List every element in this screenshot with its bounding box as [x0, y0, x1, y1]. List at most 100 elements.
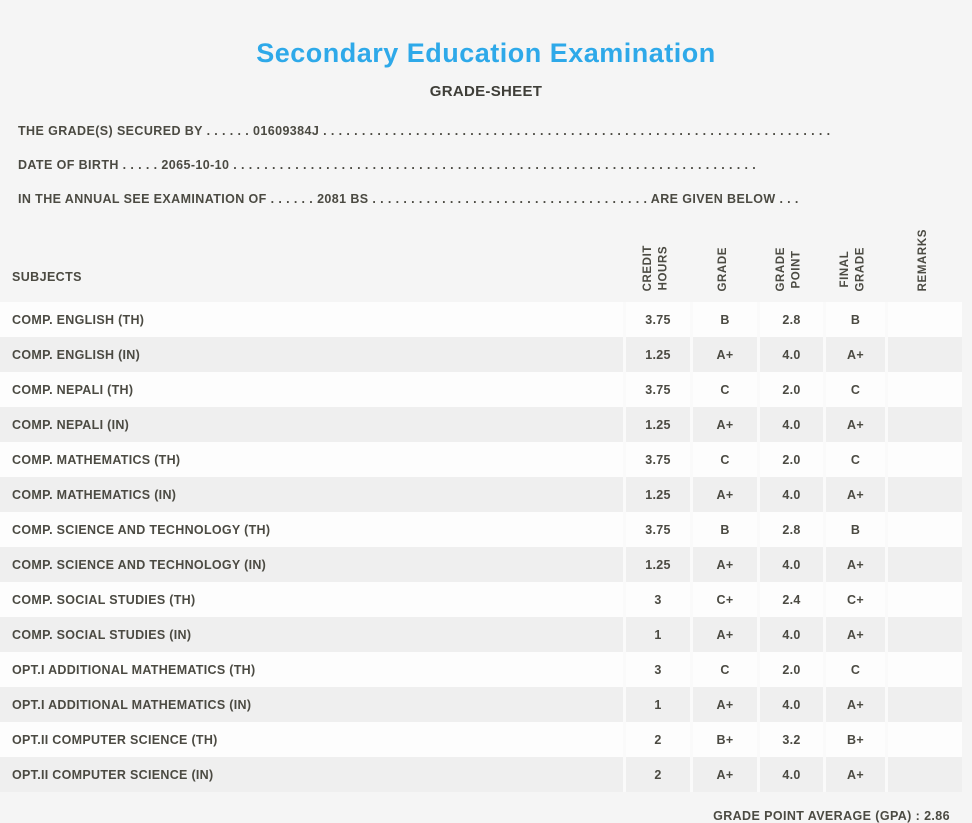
table-row: COMP. MATHEMATICS (TH) 3.75 C 2.0 C: [0, 442, 962, 478]
final-grade-cell: A+: [823, 547, 885, 583]
student-symbol-number: 01609384J: [253, 124, 320, 138]
subject-cell: COMP. SOCIAL STUDIES (IN): [0, 617, 623, 653]
table-row: COMP. SOCIAL STUDIES (TH) 3 C+ 2.4 C+: [0, 582, 962, 618]
grade-point-cell: 2.4: [757, 582, 823, 618]
credit-hours-cell: 3: [623, 652, 690, 688]
subject-cell: COMP. NEPALI (IN): [0, 407, 623, 443]
col-header-remarks: REMARKS: [885, 229, 962, 302]
grade-point-cell: 2.0: [757, 652, 823, 688]
grade-point-cell: 4.0: [757, 617, 823, 653]
dotted-filler: . . . . . .: [206, 124, 250, 138]
dotted-filler: . . . . . . . . . . . . . . . . . . . . …: [233, 158, 757, 172]
grade-sheet-page: Secondary Education Examination GRADE-SH…: [0, 38, 972, 823]
grade-point-cell: 4.0: [757, 757, 823, 793]
grade-cell: C: [690, 652, 757, 688]
info-label-suffix: ARE GIVEN BELOW: [650, 192, 776, 206]
final-grade-cell: B: [823, 302, 885, 338]
grade-point-cell: 4.0: [757, 337, 823, 373]
dotted-filler: . . . . . .: [270, 192, 314, 206]
final-grade-cell: A+: [823, 617, 885, 653]
dotted-filler: . . .: [779, 192, 799, 206]
exam-year-value: 2081 BS: [317, 192, 369, 206]
credit-hours-cell: 1: [623, 687, 690, 723]
col-header-label: CREDIT HOURS: [641, 244, 670, 292]
page-title: Secondary Education Examination: [256, 38, 716, 68]
gpa-value: 2.86: [924, 809, 950, 823]
table-row: OPT.II COMPUTER SCIENCE (IN) 2 A+ 4.0 A+: [0, 757, 962, 793]
subject-cell: COMP. SCIENCE AND TECHNOLOGY (IN): [0, 547, 623, 583]
col-header-label: FINAL GRADE: [839, 246, 867, 292]
col-header-label: SUBJECTS: [12, 270, 82, 285]
grade-table-body: COMP. ENGLISH (TH) 3.75 B 2.8 B COMP. ENGLISH…: [0, 302, 962, 793]
table-row: COMP. SCIENCE AND TECHNOLOGY (IN) 1.25 A+ 4…: [0, 547, 962, 583]
subject-cell: COMP. MATHEMATICS (IN): [0, 477, 623, 513]
table-row: COMP. SCIENCE AND TECHNOLOGY (TH) 3.75 B 2.…: [0, 512, 962, 548]
credit-hours-cell: 1.25: [623, 477, 690, 513]
subject-cell: OPT.II COMPUTER SCIENCE (IN): [0, 757, 623, 793]
page-subtitle: GRADE-SHEET: [429, 83, 543, 100]
remarks-cell: [885, 302, 962, 338]
remarks-cell: [885, 687, 962, 723]
final-grade-cell: C: [823, 442, 885, 478]
grade-cell: B+: [690, 722, 757, 758]
credit-hours-cell: 1.25: [623, 547, 690, 583]
credit-hours-cell: 2: [623, 722, 690, 758]
subject-cell: OPT.I ADDITIONAL MATHEMATICS (TH): [0, 652, 623, 688]
date-of-birth-value: 2065-10-10: [161, 158, 230, 172]
remarks-cell: [885, 582, 962, 618]
grade-cell: A+: [690, 407, 757, 443]
col-header-label: GRADE: [716, 246, 729, 292]
table-row: OPT.I ADDITIONAL MATHEMATICS (TH) 3 C 2.0 C: [0, 652, 962, 688]
col-header-label: REMARKS: [916, 229, 929, 292]
final-grade-cell: A+: [823, 407, 885, 443]
table-row: COMP. ENGLISH (IN) 1.25 A+ 4.0 A+: [0, 337, 962, 373]
grade-table: SUBJECTS CREDIT HOURS GRADE GRADE POINT …: [0, 229, 962, 793]
final-grade-cell: A+: [823, 757, 885, 793]
table-row: COMP. NEPALI (IN) 1.25 A+ 4.0 A+: [0, 407, 962, 443]
grade-point-cell: 2.8: [757, 302, 823, 338]
remarks-cell: [885, 512, 962, 548]
remarks-cell: [885, 547, 962, 583]
final-grade-cell: C+: [823, 582, 885, 618]
table-row: OPT.I ADDITIONAL MATHEMATICS (IN) 1 A+ 4.0 A…: [0, 687, 962, 723]
credit-hours-cell: 2: [623, 757, 690, 793]
gpa-summary: GRADE POINT AVERAGE (GPA) : 2.86: [0, 809, 972, 823]
remarks-cell: [885, 722, 962, 758]
grade-point-cell: 2.0: [757, 372, 823, 408]
credit-hours-cell: 1.25: [623, 337, 690, 373]
credit-hours-cell: 1.25: [623, 407, 690, 443]
col-header-grade-point: GRADE POINT: [757, 229, 823, 302]
credit-hours-cell: 3.75: [623, 372, 690, 408]
subject-cell: COMP. MATHEMATICS (TH): [0, 442, 623, 478]
grade-point-cell: 4.0: [757, 547, 823, 583]
subject-cell: OPT.II COMPUTER SCIENCE (TH): [0, 722, 623, 758]
col-header-grade: GRADE: [690, 229, 757, 302]
remarks-cell: [885, 617, 962, 653]
grade-point-cell: 4.0: [757, 477, 823, 513]
grade-cell: B: [690, 302, 757, 338]
table-row: COMP. ENGLISH (TH) 3.75 B 2.8 B: [0, 302, 962, 338]
subject-cell: COMP. NEPALI (TH): [0, 372, 623, 408]
table-row: COMP. MATHEMATICS (IN) 1.25 A+ 4.0 A+: [0, 477, 962, 513]
table-row: OPT.II COMPUTER SCIENCE (TH) 2 B+ 3.2 B+: [0, 722, 962, 758]
grade-cell: A+: [690, 547, 757, 583]
credit-hours-cell: 3.75: [623, 442, 690, 478]
subject-cell: OPT.I ADDITIONAL MATHEMATICS (IN): [0, 687, 623, 723]
col-header-label: GRADE POINT: [775, 246, 803, 292]
table-row: COMP. NEPALI (TH) 3.75 C 2.0 C: [0, 372, 962, 408]
grade-point-cell: 4.0: [757, 407, 823, 443]
remarks-cell: [885, 337, 962, 373]
credit-hours-cell: 3.75: [623, 302, 690, 338]
grade-point-cell: 3.2: [757, 722, 823, 758]
final-grade-cell: B: [823, 512, 885, 548]
final-grade-cell: C: [823, 652, 885, 688]
final-grade-cell: A+: [823, 687, 885, 723]
subject-cell: COMP. SCIENCE AND TECHNOLOGY (TH): [0, 512, 623, 548]
grade-cell: C+: [690, 582, 757, 618]
grade-cell: A+: [690, 337, 757, 373]
col-header-final-grade: FINAL GRADE: [823, 229, 885, 302]
info-label: IN THE ANNUAL SEE EXAMINATION OF: [18, 192, 267, 206]
info-line-exam-year: IN THE ANNUAL SEE EXAMINATION OF . . . .…: [18, 192, 954, 207]
remarks-cell: [885, 442, 962, 478]
grade-cell: A+: [690, 477, 757, 513]
